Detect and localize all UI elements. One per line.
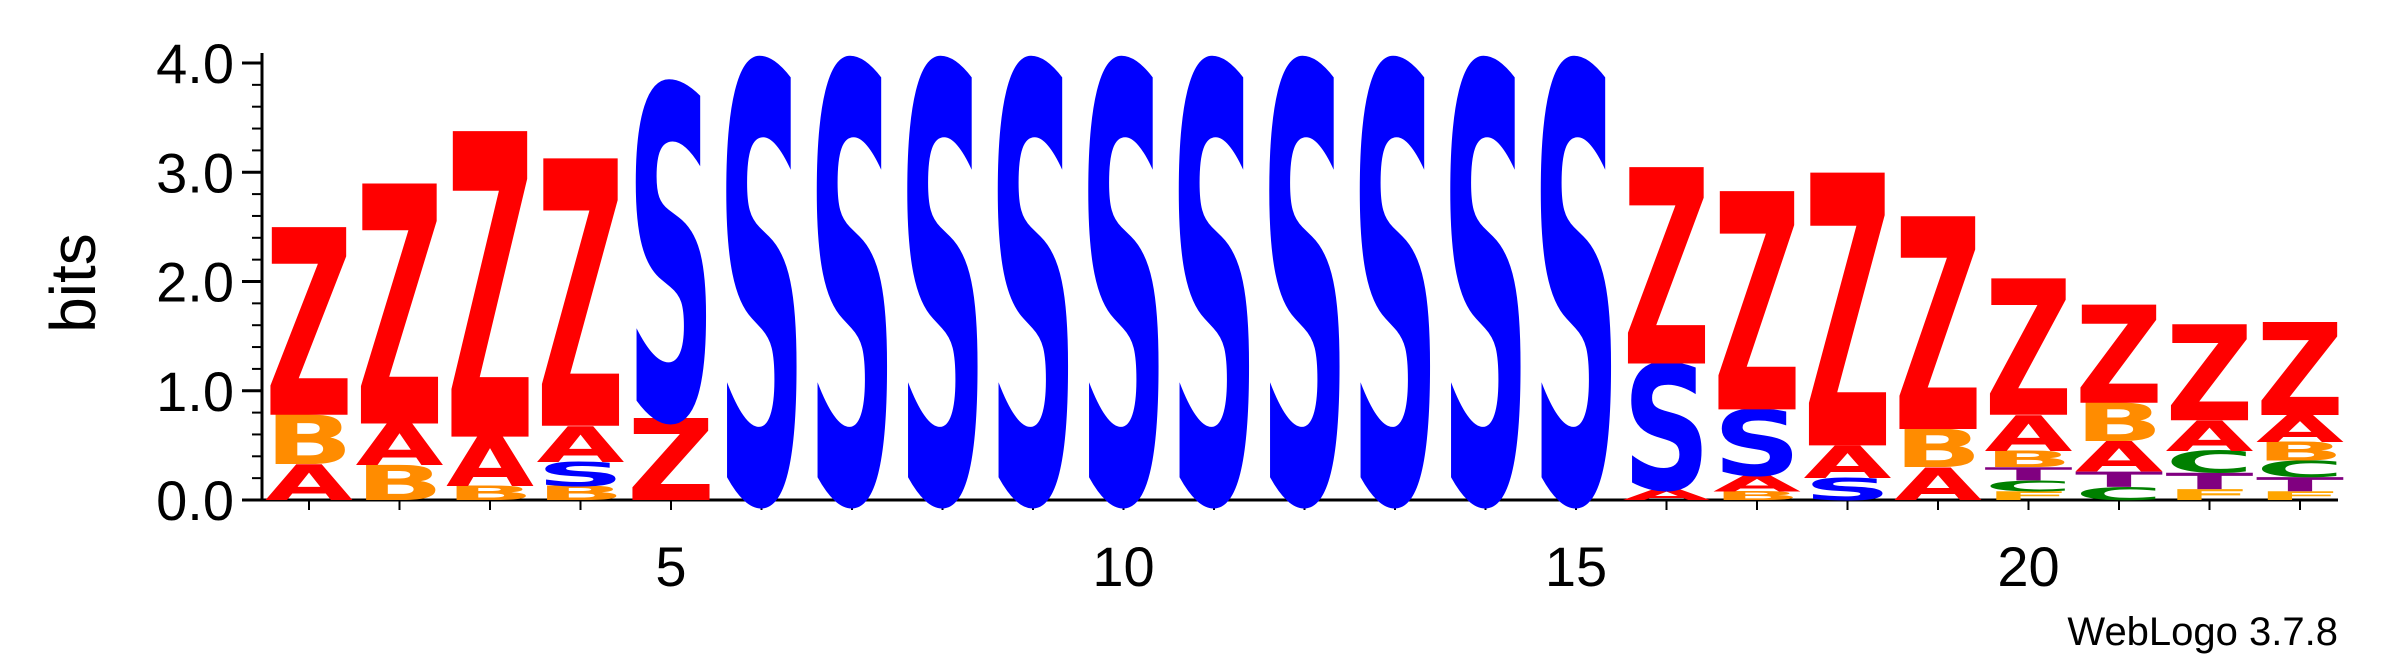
- logo-letter-B: B: [2075, 393, 2163, 454]
- x-axis: 5 10 15 20: [262, 498, 2338, 598]
- y-tick-label: 1.0: [156, 360, 234, 423]
- logo-letter-S: S: [1442, 0, 1530, 641]
- stack-position-6: S: [718, 0, 806, 641]
- logo-letter-S: S: [1804, 472, 1892, 507]
- stack-position-12: S: [1261, 0, 1349, 641]
- logo-letter-Z: Z: [1713, 131, 1801, 480]
- x-tick-label: 10: [1092, 535, 1154, 598]
- logo-letter-S: S: [1532, 0, 1620, 641]
- logo-letter-T: T: [2075, 467, 2163, 491]
- x-tick-label: 5: [655, 535, 686, 598]
- logo-letter-S: S: [718, 0, 806, 641]
- logo-letter-S: S: [627, 0, 715, 526]
- logo-letter-C: C: [2166, 445, 2254, 480]
- y-axis: 0.0 1.0 2.0 3.0 4.0: [156, 32, 264, 532]
- stack-position-15: S: [1532, 0, 1620, 641]
- logo-letter-Z: Z: [627, 396, 715, 527]
- logo-letter-B: B: [1894, 419, 1982, 480]
- y-tick-label: 2.0: [156, 251, 234, 314]
- logo-letter-Z: Z: [537, 87, 625, 513]
- stack-position-5: ZS: [627, 0, 715, 527]
- logo-letter-C: C: [1985, 478, 2073, 495]
- x-tick-label: 15: [1545, 535, 1607, 598]
- stack-position-3: BAZ: [446, 48, 534, 536]
- logo-letter-B: B: [1985, 446, 2073, 472]
- logo-letter-S: S: [1623, 330, 1711, 531]
- logo-letter-Z: Z: [1623, 115, 1711, 428]
- logo-letter-S: S: [1351, 0, 1439, 641]
- y-axis-label: bits: [37, 233, 109, 333]
- logo-letter-S: S: [989, 0, 1077, 641]
- logo-letter-Z: Z: [1894, 159, 1982, 499]
- y-tick-label: 3.0: [156, 141, 234, 204]
- logo-letter-T: T: [2166, 468, 2254, 494]
- stack-position-9: S: [989, 0, 1077, 641]
- logo-letter-T: T: [2256, 473, 2344, 496]
- logo-letter-B: B: [356, 456, 444, 512]
- logo-letter-A: A: [537, 416, 625, 473]
- y-tick-label: 0.0: [156, 469, 234, 532]
- logo-letter-S: S: [1080, 0, 1168, 641]
- stack-position-13: S: [1351, 0, 1439, 641]
- logo-letter-F: F: [2256, 489, 2344, 503]
- stack-position-2: BAZ: [356, 118, 445, 511]
- stack-position-14: S: [1442, 0, 1530, 641]
- logo-letter-B: B: [1713, 489, 1801, 503]
- logo-letter-B: B: [2256, 437, 2344, 467]
- logo-letter-F: F: [1985, 489, 2073, 503]
- logo-letter-S: S: [1261, 0, 1349, 641]
- stack-position-11: S: [1170, 0, 1258, 641]
- stack-position-18: SAZ: [1804, 98, 1892, 534]
- stack-position-8: S: [899, 0, 987, 641]
- logo-letter-S: S: [1170, 0, 1258, 641]
- logo-letter-A: A: [1623, 486, 1711, 503]
- logo-letter-A: A: [356, 413, 445, 479]
- logo-letter-Z: Z: [265, 177, 353, 476]
- logo-letter-C: C: [2075, 483, 2163, 504]
- logo-letter-S: S: [808, 0, 896, 641]
- logo-letter-B: B: [446, 482, 534, 505]
- stack-position-1: ABZ: [265, 177, 353, 512]
- logo-letter-A: A: [446, 424, 534, 503]
- logo-letter-F: F: [2166, 486, 2254, 503]
- stack-position-10: S: [1080, 0, 1168, 641]
- logo-letter-C: C: [2256, 457, 2344, 483]
- logo-letter-B: B: [265, 402, 353, 480]
- logo-letter-Z: Z: [1804, 98, 1892, 534]
- logo-letter-A: A: [2075, 433, 2163, 482]
- x-tick-label: 20: [1997, 535, 2059, 598]
- footer-credit: WebLogo 3.7.8: [2067, 610, 2338, 654]
- stack-position-19: ABZ: [1894, 159, 1982, 511]
- logo-letter-A: A: [1713, 471, 1802, 497]
- logo-letter-Z: Z: [356, 118, 444, 501]
- logo-letter-Z: Z: [2166, 298, 2254, 452]
- logo-letter-T: T: [1985, 464, 2073, 485]
- logo-letter-A: A: [265, 454, 353, 511]
- logo-letter-A: A: [1894, 459, 1982, 511]
- logo-letter-A: A: [2256, 407, 2345, 451]
- y-tick-label: 4.0: [156, 32, 234, 95]
- stack-position-16: ASZ: [1623, 115, 1711, 531]
- logo-letter-Z: Z: [446, 48, 534, 536]
- logo-letter-A: A: [2166, 412, 2254, 461]
- logo-letter-A: A: [1804, 437, 1892, 489]
- logo-letter-B: B: [537, 482, 625, 505]
- logo-letter-Z: Z: [2256, 298, 2344, 445]
- logo-letter-A: A: [1985, 405, 2073, 462]
- stack-position-7: S: [808, 0, 896, 641]
- logo-letter-S: S: [537, 456, 625, 494]
- logo-letter-S: S: [1713, 392, 1801, 497]
- logo-letter-S: S: [899, 0, 987, 641]
- logo-letter-Z: Z: [2075, 279, 2163, 436]
- logo-letter-Z: Z: [1985, 243, 2073, 460]
